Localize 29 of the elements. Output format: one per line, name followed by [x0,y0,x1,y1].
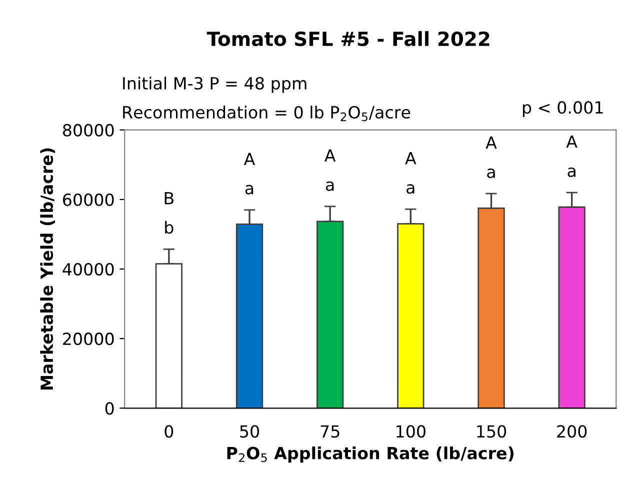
annotation: b [165,220,174,234]
chart-title: Tomato SFL #5 - Fall 2022 [206,31,490,46]
y-tick-label: 40000 [62,262,114,276]
y-tick-label: 20000 [63,332,114,346]
annotation: a [487,168,495,178]
annotation: a [406,184,414,194]
y-axis-title: Marketable Yield (lb/acre) [40,148,56,390]
y-tick-label: 60000 [63,193,114,206]
annotation: a [245,184,254,194]
y-tick-label: 0 [105,402,114,415]
x-tick-label: 100 [396,425,426,438]
text: p < 0.001 [522,101,603,117]
annotation: B [164,192,174,204]
x-axis-title: P$_{2}$O$_{5}$ Application Rate (lb/acre) [227,446,514,463]
x-tick-label: 50 [240,425,259,438]
annotation: A [324,149,336,162]
annotation: A [486,136,497,149]
x-tick-label: 150 [477,425,506,438]
annotation: A [566,135,578,148]
annotation: a [568,167,576,178]
x-tick-label: 0 [164,425,174,438]
annotation: a [326,181,334,191]
y-tick-label: 80000 [62,124,114,136]
annotation: A [405,152,416,164]
x-tick-label: 75 [320,425,340,438]
text: Initial M-3 P = 48 ppm [123,76,306,93]
annotation: A [244,152,256,165]
x-tick-label: 200 [557,425,587,438]
text: Recommendation = 0 lb P$_{2}$O$_{5}$/acre [123,106,410,122]
